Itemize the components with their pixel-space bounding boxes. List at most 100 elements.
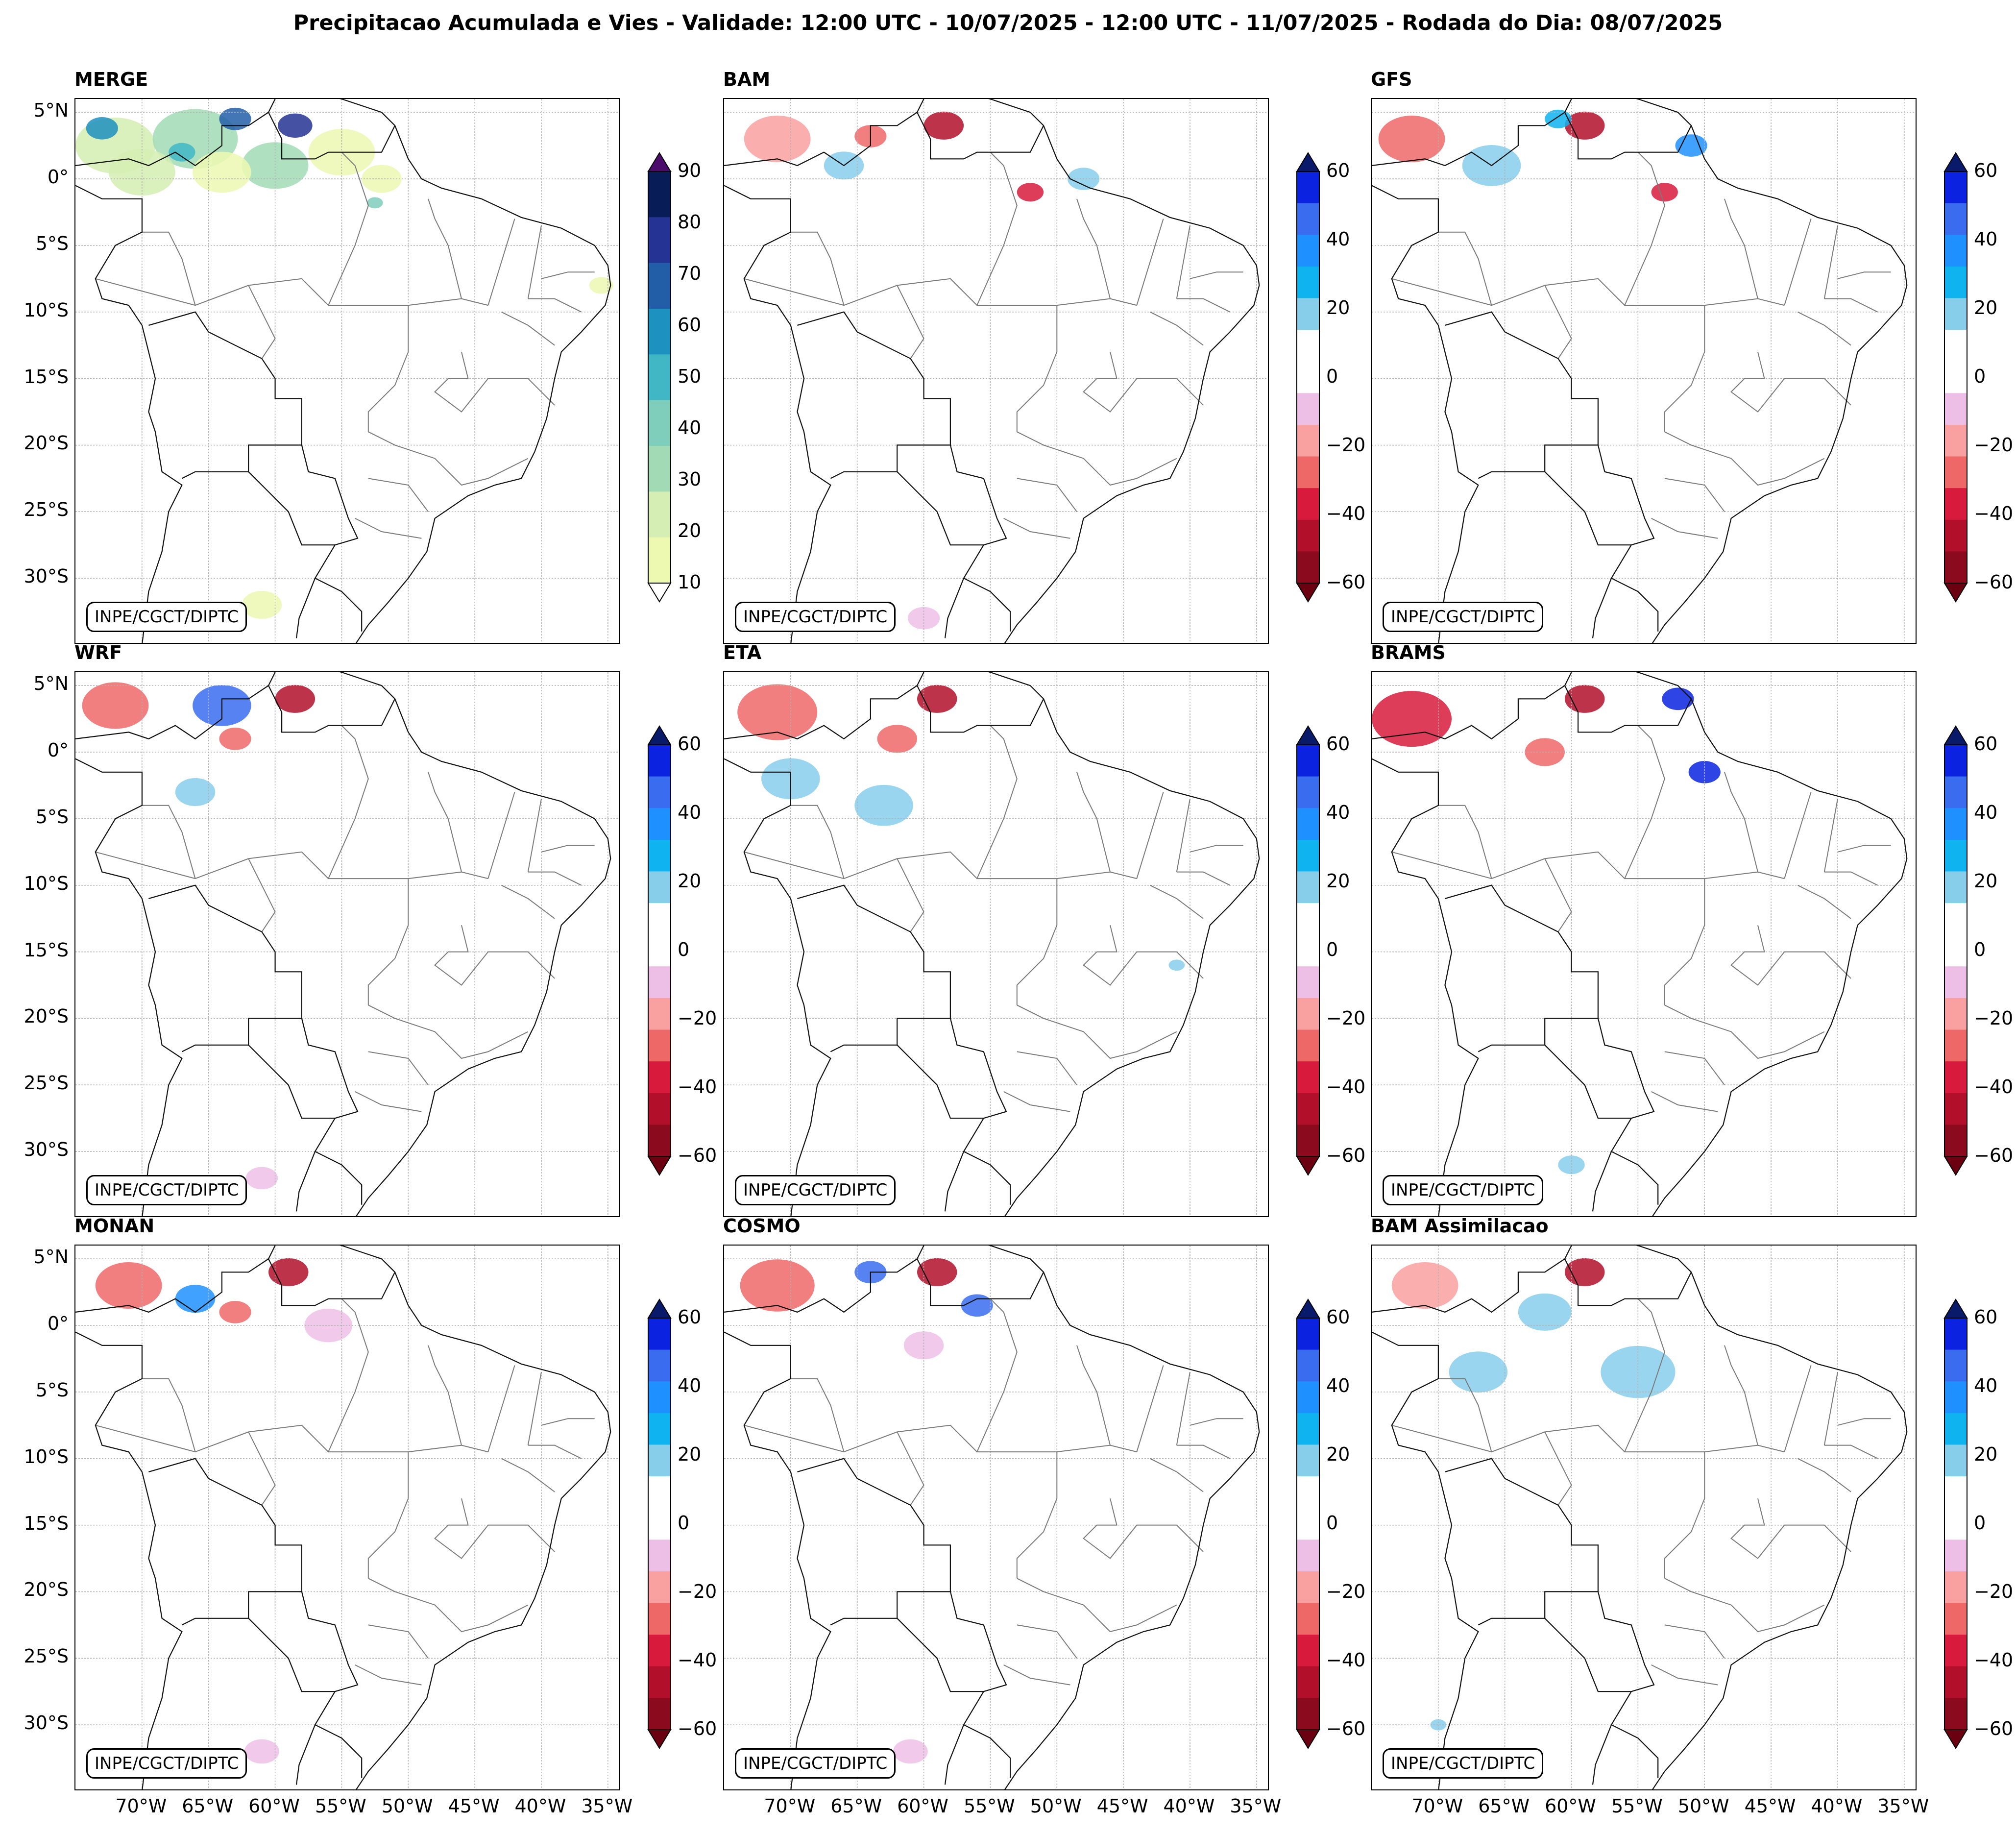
state-border: [744, 278, 1137, 306]
country-border: [1445, 884, 1599, 1052]
colorbar-segment: [1944, 1125, 1967, 1157]
colorbar-segment: [648, 354, 671, 401]
colorbar-tick-label: −60: [678, 1718, 717, 1739]
colorbar-segment: [1944, 998, 1967, 1030]
country-border: [1445, 1458, 1599, 1626]
field-blob-1: [1564, 685, 1605, 713]
colorbar-tick-label: 40: [678, 1375, 702, 1396]
country-border: [917, 112, 1044, 160]
colorbar-segment: [1297, 456, 1319, 489]
state-border: [1823, 798, 1838, 872]
colorbar-tick-label: 30: [678, 468, 702, 490]
colorbar-segment: [1944, 903, 1967, 935]
colorbar-segment: [1944, 235, 1967, 267]
colorbar-extend-min: [647, 1729, 672, 1749]
colorbar-segment: [1297, 1698, 1319, 1730]
map-gfs: INPE/CGCT/DIPTC: [1371, 98, 1917, 644]
country-border: [75, 672, 276, 740]
credit-label: INPE/CGCT/DIPTC: [1383, 1748, 1544, 1779]
state-border: [1190, 845, 1243, 853]
colorbar-segment: [648, 1444, 671, 1477]
lat-tick-label: 0°: [47, 166, 69, 188]
coastline: [340, 672, 611, 1216]
colorbar-segment: [648, 998, 671, 1030]
colorbar-segment: [1944, 393, 1967, 425]
state-border: [1724, 198, 1758, 299]
state-border: [368, 1051, 429, 1085]
colorbar-tick-label: 40: [1326, 1375, 1350, 1396]
map-canvas: [1372, 99, 1916, 643]
colorbar-segment: [1944, 456, 1967, 489]
lon-tick-label: 35°W: [1230, 1795, 1282, 1817]
state-border: [487, 1365, 515, 1452]
state-border: [248, 858, 276, 932]
state-border: [142, 231, 196, 306]
country-border: [75, 758, 183, 1216]
state-border: [142, 1378, 196, 1452]
colorbar-segment: [648, 808, 671, 840]
colorbar-tick-label: 20: [1326, 297, 1350, 318]
country-border: [1544, 1045, 1631, 1119]
country-border: [1372, 1246, 1572, 1313]
country-border: [1597, 1018, 1659, 1205]
country-border: [295, 1724, 316, 1785]
map-bam-assimilacao: INPE/CGCT/DIPTC: [1371, 1245, 1917, 1790]
colorbar-segment: [1944, 519, 1967, 552]
state-border: [1837, 271, 1891, 279]
map-canvas: [1372, 1246, 1916, 1789]
state-border: [1016, 305, 1058, 432]
state-border: [434, 925, 555, 986]
country-border: [148, 1458, 302, 1626]
colorbar-segment: [1944, 1061, 1967, 1094]
state-border: [95, 1424, 488, 1453]
country-border: [1597, 1591, 1659, 1778]
colorbar-segment: [1297, 998, 1319, 1030]
colorbar-bias: [647, 725, 672, 1180]
colorbar-segment: [1297, 745, 1319, 777]
lat-tick-label: 30°S: [24, 565, 69, 587]
coastline: [340, 1246, 611, 1789]
colorbar-segment: [1944, 1318, 1967, 1350]
state-border: [1017, 1578, 1177, 1633]
state-border: [1076, 198, 1111, 299]
state-border: [1176, 1371, 1190, 1445]
state-border: [527, 1371, 542, 1445]
state-border: [1176, 225, 1190, 299]
credit-label: INPE/CGCT/DIPTC: [86, 1175, 247, 1205]
country-border: [897, 471, 984, 546]
state-border: [142, 805, 196, 879]
credit-label: INPE/CGCT/DIPTC: [735, 602, 896, 632]
state-border: [434, 1498, 555, 1559]
state-border: [1837, 845, 1891, 853]
state-border: [1083, 1498, 1204, 1559]
lon-tick-label: 70°W: [1411, 1795, 1463, 1817]
coastline: [988, 1246, 1260, 1789]
country-border: [797, 884, 951, 1052]
coastline: [1636, 99, 1908, 643]
field-blob-4: [1518, 1293, 1572, 1331]
colorbar-segment: [1944, 298, 1967, 330]
country-border: [75, 185, 183, 643]
colorbar-segment: [648, 871, 671, 904]
colorbar-tick-label: 40: [678, 417, 702, 439]
state-border: [95, 278, 488, 306]
country-border: [75, 1331, 183, 1789]
field-blob-1: [917, 1258, 957, 1286]
map-canvas: [75, 99, 619, 643]
colorbar-segment: [648, 400, 671, 446]
state-border: [1651, 1664, 1718, 1686]
state-border: [1797, 311, 1851, 346]
coastline: [988, 99, 1260, 643]
state-border: [368, 1624, 429, 1659]
field-blob-3: [219, 1301, 251, 1323]
country-border: [301, 1591, 363, 1778]
field-blob-5: [1558, 1155, 1585, 1174]
state-border: [487, 792, 515, 879]
field-blob-0: [1391, 1262, 1458, 1309]
lon-tick-label: 65°W: [830, 1795, 882, 1817]
colorbar-segment: [1944, 966, 1967, 999]
colorbar-segment: [1944, 871, 1967, 904]
state-border: [1664, 431, 1825, 486]
country-border: [724, 672, 924, 740]
colorbar-segment: [1297, 903, 1319, 935]
